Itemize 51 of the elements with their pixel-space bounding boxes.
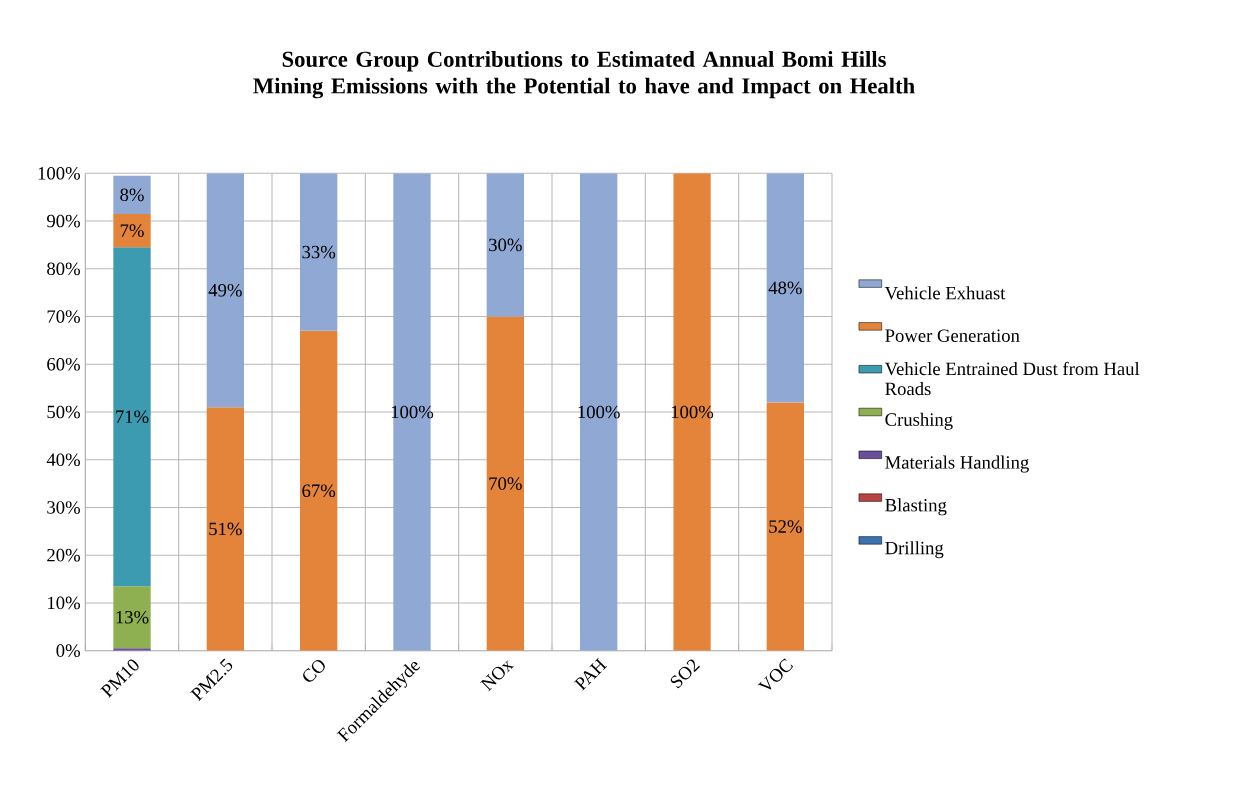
y-tick-label: 0%	[56, 644, 80, 657]
y-tick-label: 80%	[47, 262, 80, 276]
legend-label: Blasting	[885, 498, 947, 516]
legend-label: Drilling	[885, 541, 944, 559]
y-tick-label: 100%	[38, 166, 80, 180]
bar	[113, 247, 151, 587]
y-tick-label: 20%	[47, 548, 80, 562]
y-tick-label: 30%	[47, 501, 80, 514]
bar	[206, 407, 244, 651]
legend-label: Power Generation	[885, 329, 1020, 342]
y-tick-label: 60%	[47, 357, 80, 371]
bar	[300, 173, 338, 331]
bar	[393, 173, 431, 651]
data-label: 100%	[578, 405, 620, 419]
data-label: 71%	[116, 410, 149, 424]
bar	[206, 173, 244, 408]
data-label: 33%	[302, 245, 336, 259]
legend-label: Materials Handling	[885, 455, 1029, 473]
y-tick-label: 70%	[47, 310, 80, 323]
bar	[766, 402, 804, 651]
x-tick-label: NOx	[480, 660, 514, 692]
bar	[113, 586, 151, 649]
bar	[486, 173, 525, 317]
chart-title: Source Group Contributions to Estimated Annual Bomi Hills Mining Emissions with the Potential to have and Impact on Health	[253, 50, 915, 99]
bar	[580, 173, 618, 651]
bar	[486, 316, 525, 651]
data-label: 13%	[116, 610, 149, 624]
x-tick-label: SO2	[670, 659, 701, 689]
y-tick-label: 40%	[46, 453, 80, 467]
bar	[766, 173, 804, 403]
bar	[113, 213, 151, 248]
bar	[113, 175, 151, 214]
data-label: 67%	[302, 484, 336, 498]
y-tick-label: 10%	[48, 596, 80, 610]
data-label: 48%	[768, 281, 802, 295]
data-label: 30%	[489, 238, 522, 252]
data-label: 100%	[391, 405, 434, 419]
data-label: 70%	[489, 477, 522, 490]
legend-label: Vehicle Entrained Dust from Haul Roads	[884, 361, 1140, 396]
bar	[673, 173, 711, 651]
x-tick-label: CO	[303, 660, 325, 682]
data-label: 51%	[209, 522, 242, 536]
bar	[300, 330, 338, 651]
y-tick-label: 90%	[47, 214, 80, 228]
data-label: 7%	[120, 224, 144, 237]
y-tick-label: 50%	[47, 405, 80, 419]
data-label: 52%	[769, 520, 802, 533]
data-label: 8%	[120, 188, 144, 202]
legend-label: Vehicle Exhuast	[884, 286, 1006, 300]
data-label: 49%	[208, 283, 242, 297]
legend-label: Crushing	[885, 412, 953, 430]
